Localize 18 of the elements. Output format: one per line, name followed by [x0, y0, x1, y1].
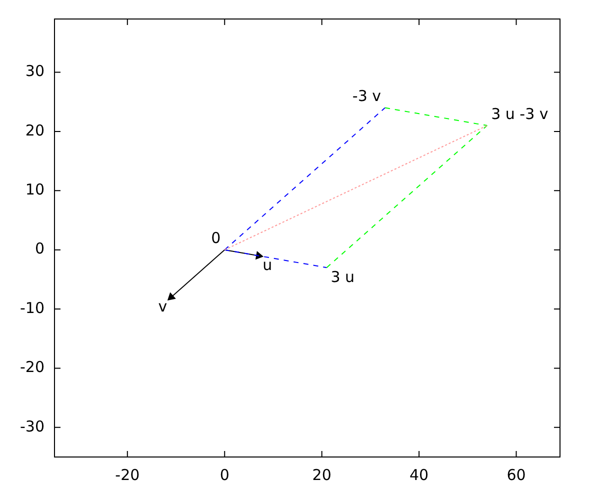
x-tick-label: 60	[506, 466, 526, 484]
y-tick-label: 20	[25, 121, 44, 140]
annotation: 3 u -3 v	[491, 104, 548, 123]
annotation: 0	[211, 229, 221, 248]
annotation: 3 u	[330, 268, 355, 286]
annotation: v	[158, 298, 168, 316]
annotation: -3 v	[352, 87, 382, 106]
x-tick-label: 40	[409, 466, 429, 484]
y-tick-label: 10	[25, 180, 44, 199]
annotation: u	[262, 256, 272, 274]
y-tick-label: -30	[20, 417, 44, 436]
y-tick-label: 30	[25, 62, 44, 80]
y-tick-label: -10	[20, 298, 44, 317]
x-tick-label: 20	[312, 466, 332, 484]
x-tick-label: 0	[220, 466, 230, 484]
y-tick-label: 0	[34, 240, 44, 258]
y-tick-label: -20	[20, 358, 44, 376]
x-tick-label: -20	[115, 466, 140, 484]
